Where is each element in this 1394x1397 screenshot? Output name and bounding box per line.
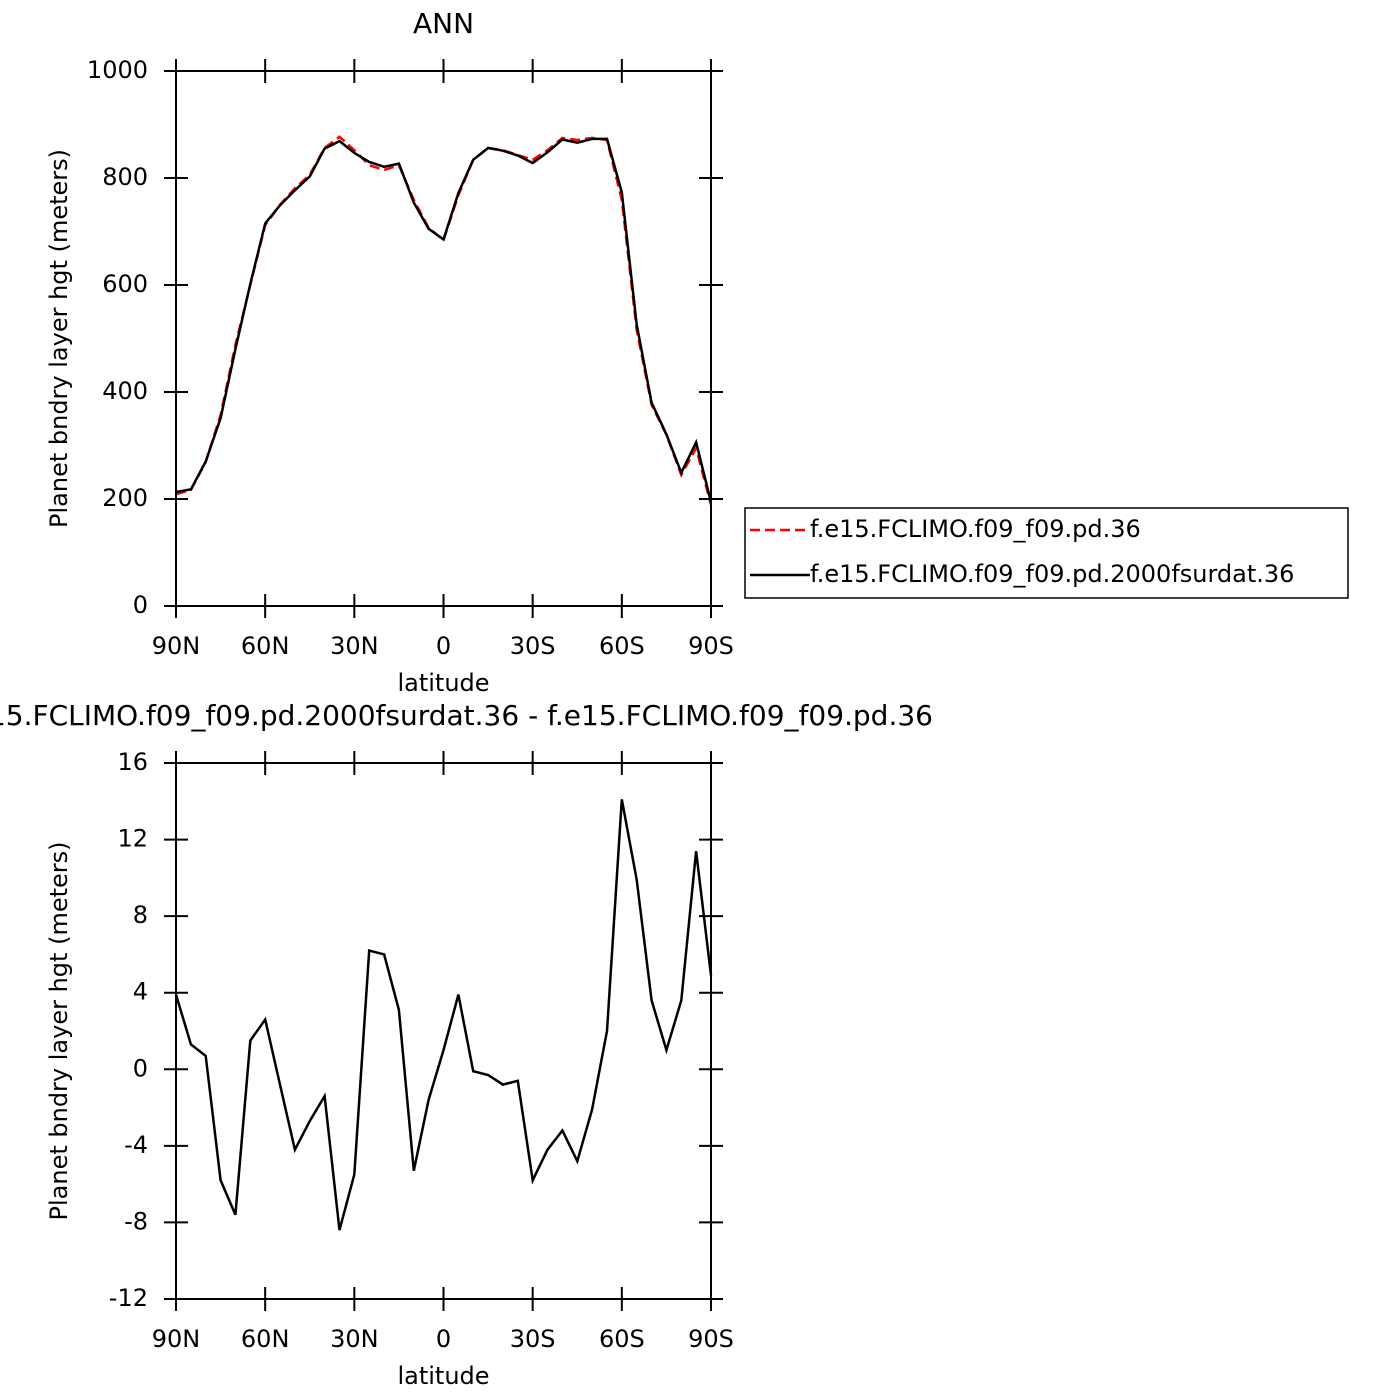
y-tick-label: -4 bbox=[124, 1131, 148, 1159]
data-line bbox=[174, 799, 713, 1231]
x-tick-label: 90N bbox=[152, 1325, 201, 1353]
y-tick-label: 12 bbox=[117, 825, 148, 853]
y-tick-label: 1000 bbox=[87, 56, 148, 84]
data-line bbox=[175, 135, 713, 506]
y-tick-label: 800 bbox=[102, 163, 148, 191]
y-axis-label: Planet bndry layer hgt (meters) bbox=[45, 149, 73, 528]
x-tick-label: 30N bbox=[330, 1325, 379, 1353]
x-axis-label: latitude bbox=[397, 669, 489, 697]
x-tick-label: 90N bbox=[152, 632, 201, 660]
x-tick-label: 30N bbox=[330, 632, 379, 660]
y-tick-label: 0 bbox=[133, 1054, 148, 1082]
y-tick-label: -8 bbox=[124, 1207, 148, 1235]
data-line bbox=[175, 137, 713, 503]
y-tick-label: 400 bbox=[102, 377, 148, 405]
x-tick-label: 30S bbox=[510, 1325, 556, 1353]
legend-label: f.e15.FCLIMO.f09_f09.pd.2000fsurdat.36 bbox=[810, 560, 1294, 588]
x-tick-label: 90S bbox=[688, 1325, 734, 1353]
legend-label: f.e15.FCLIMO.f09_f09.pd.36 bbox=[810, 515, 1141, 543]
y-tick-label: -12 bbox=[109, 1284, 148, 1312]
y-tick-label: 16 bbox=[117, 748, 148, 776]
x-tick-label: 60S bbox=[599, 1325, 645, 1353]
plot-frame bbox=[175, 70, 712, 607]
x-tick-label: 60S bbox=[599, 632, 645, 660]
y-tick-label: 8 bbox=[133, 901, 148, 929]
chart-title: ANN bbox=[413, 7, 474, 40]
x-tick-label: 60N bbox=[241, 632, 290, 660]
y-tick-label: 600 bbox=[102, 270, 148, 298]
plot-frame bbox=[175, 762, 712, 1300]
x-tick-label: 60N bbox=[241, 1325, 290, 1353]
legend-box bbox=[744, 507, 1349, 599]
y-tick-label: 4 bbox=[133, 978, 148, 1006]
x-tick-label: 0 bbox=[436, 1325, 451, 1353]
x-tick-label: 30S bbox=[510, 632, 556, 660]
x-tick-label: 0 bbox=[436, 632, 451, 660]
x-axis-label: latitude bbox=[397, 1362, 489, 1390]
chart-title: f.e15.FCLIMO.f09_f09.pd.2000fsurdat.36 -… bbox=[0, 699, 933, 732]
y-tick-label: 0 bbox=[133, 591, 148, 619]
y-axis-label: Planet bndry layer hgt (meters) bbox=[45, 842, 73, 1221]
x-tick-label: 90S bbox=[688, 632, 734, 660]
y-tick-label: 200 bbox=[102, 484, 148, 512]
